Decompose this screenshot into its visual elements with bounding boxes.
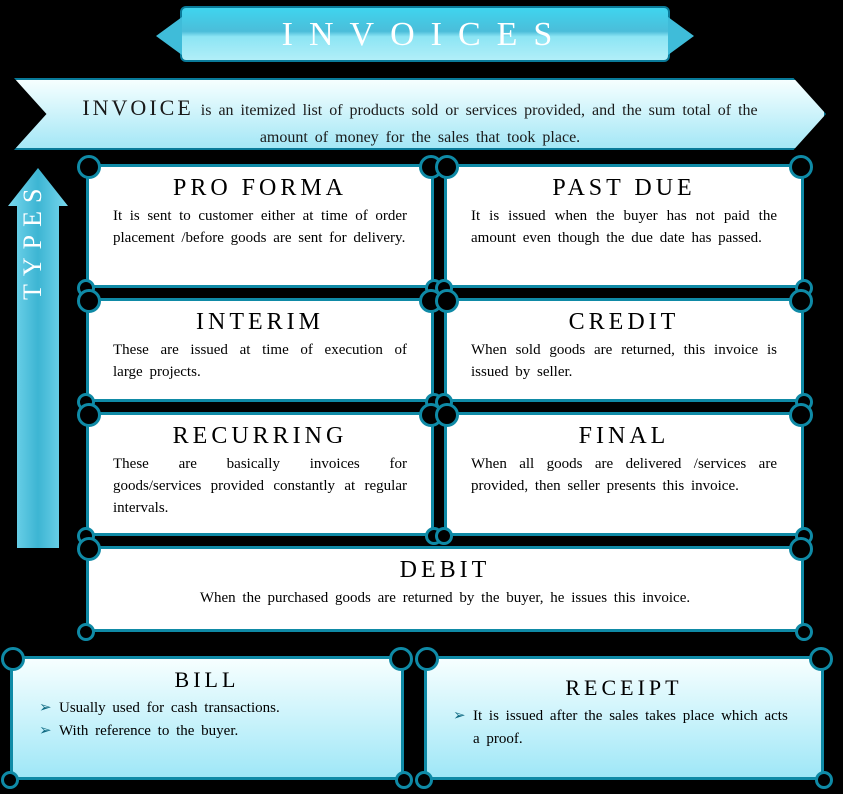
card-title: BILL xyxy=(35,667,379,693)
type-card-debit: DEBIT When the purchased goods are retur… xyxy=(86,546,804,632)
card-text: When all goods are delivered /services a… xyxy=(471,454,777,498)
bottom-card-receipt: RECEIPT It is issued after the sales tak… xyxy=(424,656,824,780)
card-title: PRO FORMA xyxy=(113,175,407,202)
card-text: These are basically invoices for goods/s… xyxy=(113,454,407,519)
definition-lead: INVOICE xyxy=(82,95,193,120)
card-text: When the purchased goods are returned by… xyxy=(113,588,777,610)
card-text: These are issued at time of execution of… xyxy=(113,340,407,384)
card-title: RECURRING xyxy=(113,423,407,450)
bullet-item: It is issued after the sales takes place… xyxy=(453,705,799,750)
types-label: TYPES xyxy=(18,181,48,300)
card-text: It is issued when the buyer has not paid… xyxy=(471,206,777,250)
card-title: RECEIPT xyxy=(449,675,799,701)
type-card-credit: CREDIT When sold goods are returned, thi… xyxy=(444,298,804,402)
bullet-list: It is issued after the sales takes place… xyxy=(449,705,799,750)
card-title: FINAL xyxy=(471,423,777,450)
type-card-final: FINAL When all goods are delivered /serv… xyxy=(444,412,804,536)
type-card-interim: INTERIM These are issued at time of exec… xyxy=(86,298,434,402)
bottom-card-bill: BILL Usually used for cash transactions.… xyxy=(10,656,404,780)
card-text: When sold goods are returned, this invoi… xyxy=(471,340,777,384)
card-text: It is sent to customer either at time of… xyxy=(113,206,407,250)
card-title: CREDIT xyxy=(471,309,777,336)
definition-body: is an itemized list of products sold or … xyxy=(194,102,758,146)
type-card-pastdue: PAST DUE It is issued when the buyer has… xyxy=(444,164,804,288)
card-title: PAST DUE xyxy=(471,175,777,202)
card-title: INTERIM xyxy=(113,309,407,336)
definition-banner: INVOICE is an itemized list of products … xyxy=(14,78,826,150)
card-title: DEBIT xyxy=(113,557,777,584)
type-card-recurring: RECURRING These are basically invoices f… xyxy=(86,412,434,536)
type-card-proforma: PRO FORMA It is sent to customer either … xyxy=(86,164,434,288)
bullet-item: Usually used for cash transactions. xyxy=(39,697,379,720)
bullet-item: With reference to the buyer. xyxy=(39,720,379,743)
bullet-list: Usually used for cash transactions. With… xyxy=(35,697,379,742)
title-banner: INVOICES xyxy=(180,6,670,62)
